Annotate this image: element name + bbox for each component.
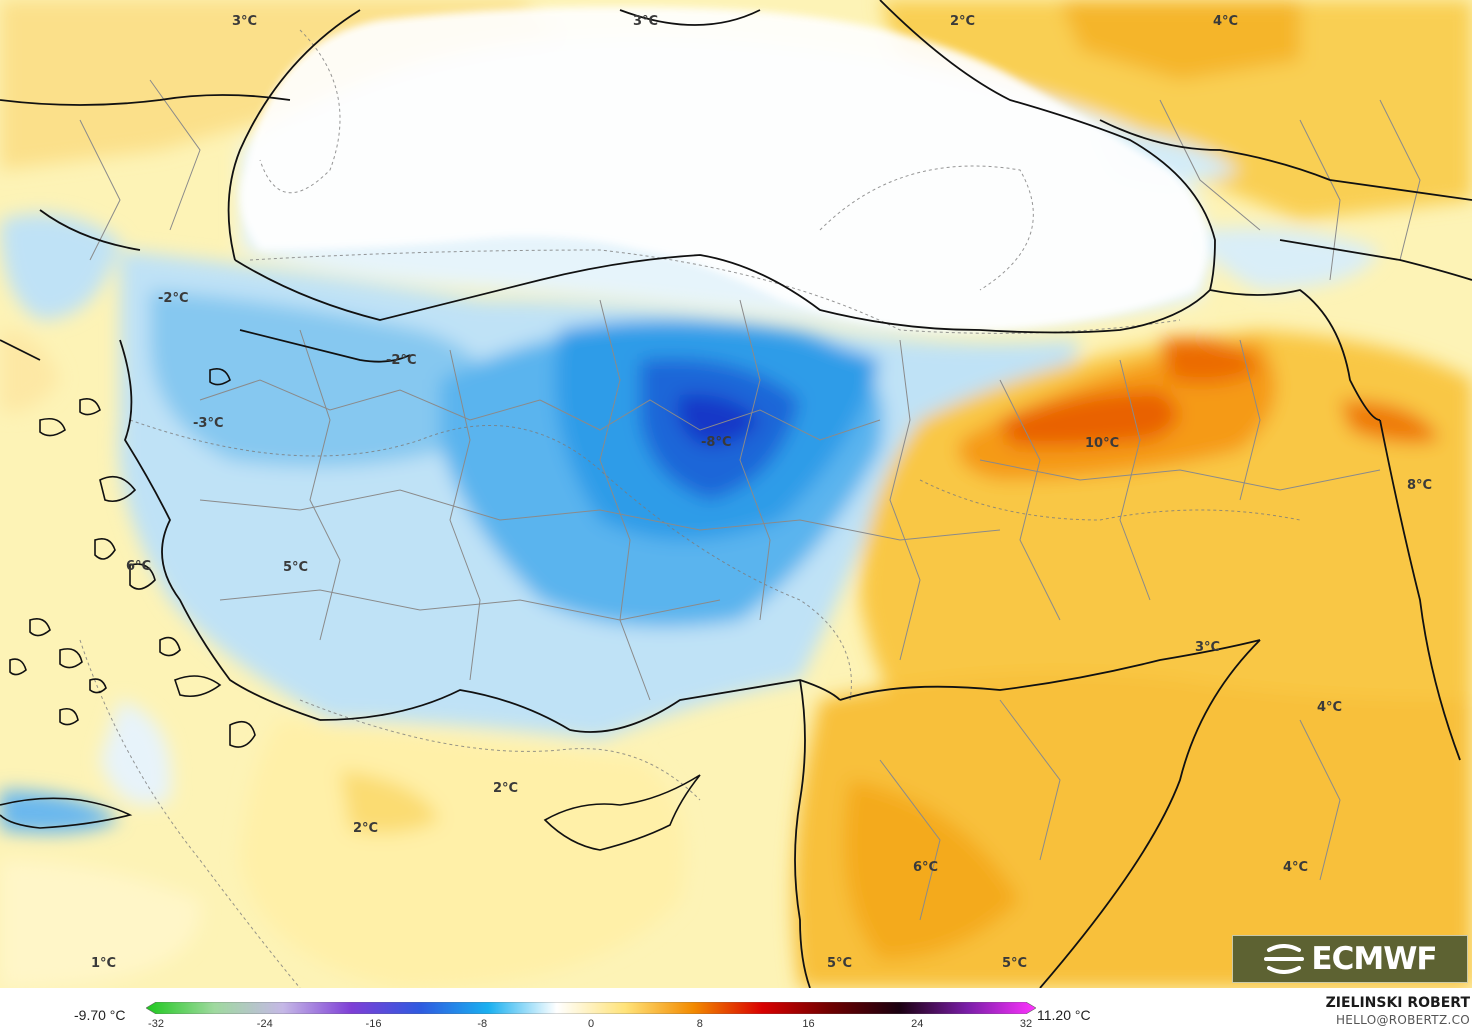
colorbar-tick-label: 32 bbox=[1019, 1018, 1033, 1030]
colorbar-tick-label: 8 bbox=[696, 1018, 703, 1030]
cyprus-outline bbox=[543, 774, 701, 851]
colorbar-tick-label: -32 bbox=[148, 1018, 164, 1030]
colorbar-tick-label: 16 bbox=[802, 1018, 815, 1030]
temp-label: 3°C bbox=[232, 14, 257, 29]
range-max-value: 11.20 °C bbox=[1037, 1007, 1091, 1023]
temperature-map[interactable]: 3°C 3°C 2°C 4°C -2°C -2°C -3°C -8°C 10°C… bbox=[0, 0, 1472, 988]
temp-label: 8°C bbox=[1407, 478, 1432, 493]
temp-label: 10°C bbox=[1085, 436, 1119, 451]
colorbar-tick-label: 0 bbox=[587, 1018, 595, 1030]
temp-label: 5°C bbox=[827, 956, 852, 971]
temp-label: 6°C bbox=[126, 559, 151, 574]
crete-outline bbox=[0, 797, 133, 829]
temperature-field bbox=[0, 0, 1472, 988]
legend-footer: -9.70 °C -32 -24 -16 -8 0 8 16 24 32 11.20 °C ZI… bbox=[0, 988, 1472, 1035]
temp-label: 3°C bbox=[1195, 640, 1220, 655]
temp-label: -2°C bbox=[386, 353, 416, 368]
author-email: HELLO@ROBERTZ.CO bbox=[1335, 1013, 1470, 1027]
country-borders bbox=[0, 0, 1472, 988]
temp-label: 5°C bbox=[1002, 956, 1027, 971]
temp-label: 4°C bbox=[1317, 700, 1342, 715]
colorbar-tick-label: 24 bbox=[911, 1018, 924, 1030]
temp-label: -8°C bbox=[701, 435, 731, 450]
temp-label: -2°C bbox=[158, 291, 188, 306]
temp-label: 3°C bbox=[633, 14, 658, 29]
temp-label: 2°C bbox=[353, 821, 378, 836]
ecmwf-logo-text: ECMWF bbox=[1311, 941, 1437, 977]
author-name: ZIELINSKI ROBERT bbox=[1325, 995, 1470, 1011]
ecmwf-logo-icon bbox=[1264, 944, 1305, 974]
temp-label: 4°C bbox=[1283, 860, 1308, 875]
ecmwf-logo: ECMWF bbox=[1232, 935, 1468, 983]
islands bbox=[0, 367, 701, 851]
colorbar-gradient bbox=[146, 1002, 1036, 1014]
author-credit: ZIELINSKI ROBERT HELLO@ROBERTZ.CO bbox=[1326, 994, 1470, 1028]
colorbar-tick-label: -8 bbox=[477, 1018, 488, 1030]
temperature-labels: 3°C 3°C 2°C 4°C -2°C -2°C -3°C -8°C 10°C… bbox=[91, 14, 1432, 971]
temp-label: -3°C bbox=[193, 416, 223, 431]
temp-label: 1°C bbox=[91, 956, 116, 971]
temp-label: 4°C bbox=[1213, 14, 1238, 29]
black-sea-area bbox=[240, 6, 1208, 331]
province-boundaries bbox=[79, 79, 1421, 921]
temp-label: 5°C bbox=[283, 560, 308, 575]
temp-label: 2°C bbox=[950, 14, 975, 29]
temp-label: 2°C bbox=[493, 781, 518, 796]
colorbar-tick-label: -24 bbox=[256, 1018, 273, 1030]
colorbar: -32 -24 -16 -8 0 8 16 24 32 bbox=[146, 1002, 1036, 1032]
temp-label: 6°C bbox=[913, 860, 938, 875]
range-min-value: -9.70 °C bbox=[74, 1007, 126, 1023]
colorbar-tick-label: -16 bbox=[365, 1018, 382, 1030]
